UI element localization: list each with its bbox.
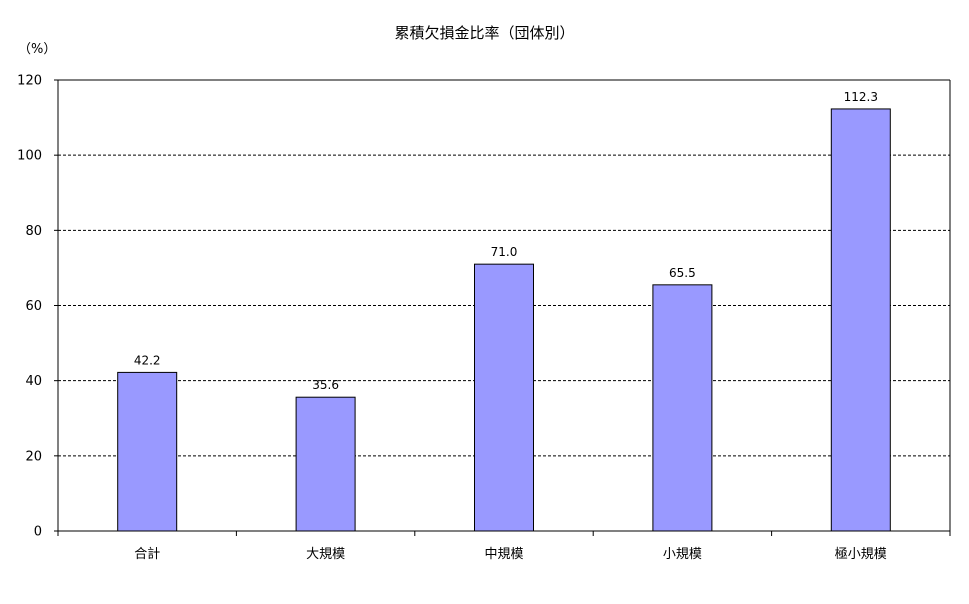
bar (652, 284, 713, 532)
chart-title: 累積欠損金比率（団体別） (394, 24, 575, 42)
y-tick-label: 60 (25, 299, 42, 314)
y-tick-label: 40 (25, 374, 42, 389)
y-axis-unit-label: （%） (18, 42, 57, 57)
x-tick-label: 大規模 (306, 547, 345, 562)
data-label: 112.3 (844, 90, 878, 104)
x-tick-label: 小規模 (663, 547, 702, 562)
y-tick-label: 80 (25, 224, 42, 239)
y-tick-label: 120 (17, 74, 42, 89)
data-label: 42.2 (134, 353, 161, 367)
data-label: 71.0 (491, 245, 518, 259)
y-tick-label: 0 (34, 525, 42, 540)
x-tick-label: 中規模 (484, 547, 523, 562)
bar (295, 396, 356, 532)
data-label: 65.5 (669, 266, 696, 280)
data-label: 35.6 (312, 378, 339, 392)
y-tick-label: 20 (25, 449, 42, 464)
bar (474, 263, 534, 532)
bar (830, 108, 891, 532)
x-tick-label: 合計 (134, 546, 160, 562)
y-tick-label: 100 (17, 149, 42, 164)
bar (117, 371, 178, 532)
x-tick-label: 極小規模 (835, 546, 887, 562)
